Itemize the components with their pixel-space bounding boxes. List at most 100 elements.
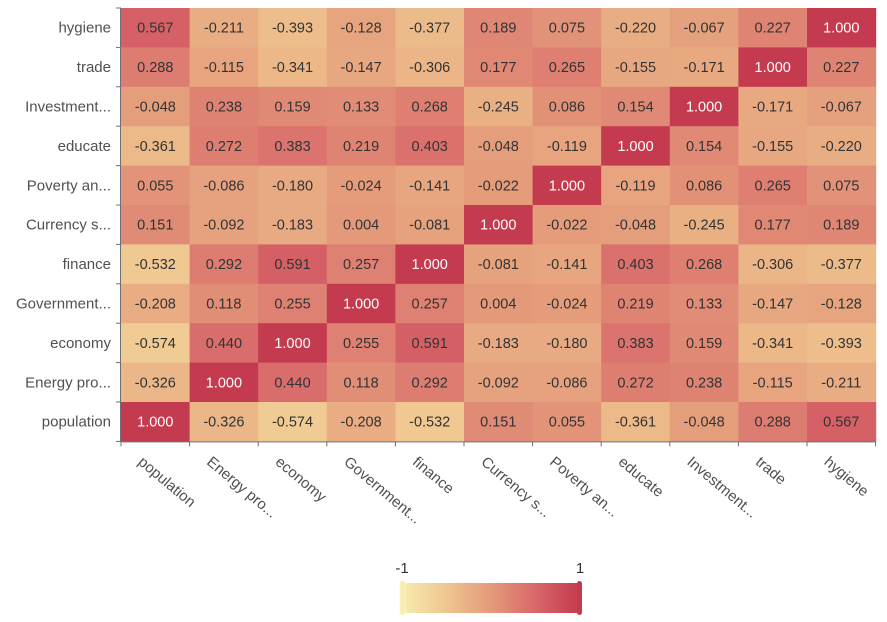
heatmap-cell[interactable] [601,244,671,285]
heatmap-cell[interactable] [326,402,396,442]
heatmap-cell[interactable] [532,165,602,206]
heatmap-cell[interactable] [738,283,808,324]
heatmap-cell[interactable] [395,244,465,285]
heatmap-cell[interactable] [189,8,259,48]
heatmap-cell[interactable] [532,402,602,442]
heatmap-cell[interactable] [121,244,191,285]
heatmap-cell[interactable] [258,8,328,48]
heatmap-cell[interactable] [532,283,602,324]
heatmap-cell[interactable] [601,86,671,127]
heatmap-cell[interactable] [669,47,739,88]
legend-min-handle[interactable] [399,580,406,616]
heatmap-cell[interactable] [601,362,671,403]
heatmap-cell[interactable] [395,86,465,127]
heatmap-cell[interactable] [189,323,259,364]
heatmap-cell[interactable] [258,47,328,88]
heatmap-cell[interactable] [189,205,259,245]
heatmap-cell[interactable] [738,323,808,364]
heatmap-cell[interactable] [807,165,877,206]
heatmap-cell[interactable] [326,362,396,403]
heatmap-cell[interactable] [121,323,191,364]
heatmap-cell[interactable] [326,126,396,167]
heatmap-cell[interactable] [464,283,534,324]
heatmap-cell[interactable] [326,205,396,245]
heatmap-cell[interactable] [807,323,877,364]
heatmap-cell[interactable] [738,205,808,245]
heatmap-cell[interactable] [807,8,877,48]
heatmap-cell[interactable] [601,8,671,48]
heatmap-cell[interactable] [464,8,534,48]
heatmap-cell[interactable] [258,323,328,364]
heatmap-cell[interactable] [464,126,534,167]
heatmap-cell[interactable] [121,86,191,127]
heatmap-cell[interactable] [258,402,328,442]
heatmap-cell[interactable] [121,126,191,167]
heatmap-cell[interactable] [669,323,739,364]
heatmap-cell[interactable] [395,126,465,167]
heatmap-cell[interactable] [532,205,602,245]
heatmap-cell[interactable] [464,244,534,285]
heatmap-cell[interactable] [326,283,396,324]
heatmap-cell[interactable] [395,205,465,245]
heatmap-cell[interactable] [601,165,671,206]
heatmap-cell[interactable] [121,362,191,403]
heatmap-cell[interactable] [738,126,808,167]
heatmap-cell[interactable] [669,126,739,167]
heatmap-cell[interactable] [326,244,396,285]
heatmap-cell[interactable] [258,283,328,324]
heatmap-cell[interactable] [258,244,328,285]
heatmap-cell[interactable] [807,362,877,403]
heatmap-cell[interactable] [807,86,877,127]
heatmap-cell[interactable] [601,323,671,364]
heatmap-cell[interactable] [326,323,396,364]
heatmap-cell[interactable] [258,205,328,245]
heatmap-cell[interactable] [258,165,328,206]
heatmap-cell[interactable] [601,283,671,324]
heatmap-cell[interactable] [395,283,465,324]
heatmap-cell[interactable] [807,402,877,442]
heatmap-cell[interactable] [395,402,465,442]
heatmap-cell[interactable] [326,165,396,206]
heatmap-cell[interactable] [669,402,739,442]
heatmap-cell[interactable] [121,283,191,324]
heatmap-cell[interactable] [738,86,808,127]
heatmap-cell[interactable] [464,362,534,403]
heatmap-cell[interactable] [532,86,602,127]
heatmap-cell[interactable] [395,323,465,364]
heatmap-cell[interactable] [121,402,191,442]
heatmap-cell[interactable] [464,205,534,245]
heatmap-cell[interactable] [395,362,465,403]
heatmap-cell[interactable] [738,8,808,48]
heatmap-cell[interactable] [738,362,808,403]
heatmap-cell[interactable] [738,244,808,285]
legend-max-handle[interactable] [577,581,582,615]
heatmap-cell[interactable] [395,8,465,48]
heatmap-cell[interactable] [669,362,739,403]
heatmap-cell[interactable] [189,86,259,127]
heatmap-cell[interactable] [601,402,671,442]
heatmap-cell[interactable] [189,244,259,285]
heatmap-cell[interactable] [464,47,534,88]
heatmap-cell[interactable] [738,165,808,206]
heatmap-cell[interactable] [738,47,808,88]
heatmap-cell[interactable] [669,8,739,48]
heatmap-cell[interactable] [738,402,808,442]
heatmap-cell[interactable] [601,205,671,245]
heatmap-cell[interactable] [601,47,671,88]
heatmap-cell[interactable] [189,47,259,88]
heatmap-cell[interactable] [189,126,259,167]
heatmap-cell[interactable] [326,8,396,48]
heatmap-cell[interactable] [258,86,328,127]
heatmap-cell[interactable] [532,8,602,48]
heatmap-cell[interactable] [532,362,602,403]
heatmap-cell[interactable] [669,86,739,127]
heatmap-cell[interactable] [807,244,877,285]
heatmap-cell[interactable] [189,283,259,324]
heatmap-cell[interactable] [395,47,465,88]
heatmap-cell[interactable] [807,47,877,88]
heatmap-cell[interactable] [189,362,259,403]
heatmap-cell[interactable] [395,165,465,206]
heatmap-cell[interactable] [464,86,534,127]
heatmap-cell[interactable] [464,323,534,364]
heatmap-cell[interactable] [669,165,739,206]
